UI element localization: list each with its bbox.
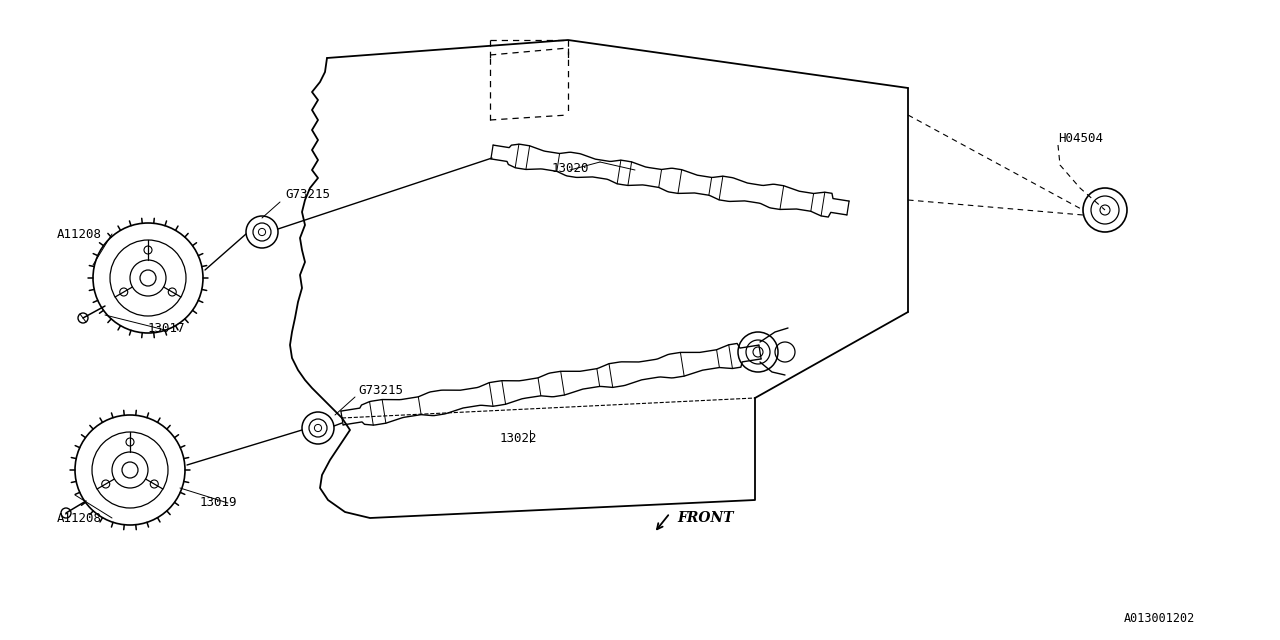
Text: 13020: 13020 (552, 161, 590, 175)
Text: 13022: 13022 (500, 431, 538, 445)
Text: G73215: G73215 (285, 189, 330, 202)
Text: H04504: H04504 (1059, 131, 1103, 145)
Text: FRONT: FRONT (677, 511, 733, 525)
Text: A11208: A11208 (58, 511, 102, 525)
Text: 13019: 13019 (200, 495, 238, 509)
Text: 13017: 13017 (148, 321, 186, 335)
Text: A013001202: A013001202 (1124, 611, 1196, 625)
Text: G73215: G73215 (358, 383, 403, 397)
Text: A11208: A11208 (58, 227, 102, 241)
